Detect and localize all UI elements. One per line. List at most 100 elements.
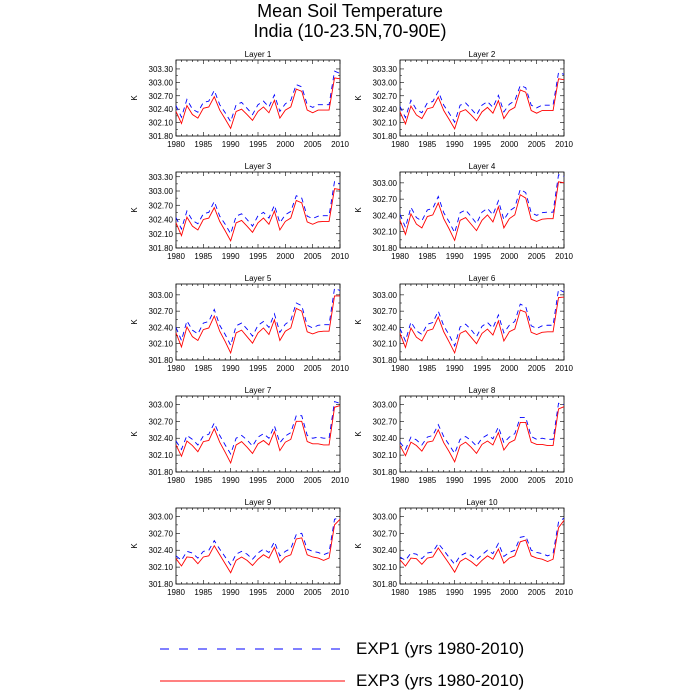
y-tick-label: 303.00 [373,400,398,409]
series-line-exp3 [175,188,341,243]
x-tick-label: 1995 [473,140,491,149]
y-tick-label: 301.80 [149,580,174,589]
y-axis-label: K [130,319,139,325]
series-line-exp3 [399,296,565,355]
y-axis-label: K [354,431,363,437]
y-tick-label: 302.40 [373,105,398,114]
x-tick-label: 1990 [222,252,240,261]
y-tick-label: 301.80 [373,580,398,589]
y-tick-label: 302.10 [149,340,174,349]
x-tick-label: 1985 [194,252,212,261]
x-tick-label: 1985 [418,252,436,261]
x-tick-label: 2000 [500,140,518,149]
x-tick-label: 1995 [249,476,267,485]
x-tick-label: 2010 [555,140,573,149]
x-tick-label: 1980 [391,476,409,485]
plot-frame [399,171,565,249]
plot-frame [399,59,565,137]
x-tick-label: 2010 [555,364,573,373]
series-line-exp3 [399,78,565,130]
series-line-exp3 [175,405,341,465]
series-line-exp3 [175,295,340,355]
series-line-exp1 [399,517,565,566]
y-axis-label: K [130,543,139,549]
x-tick-label: 1980 [167,252,185,261]
y-tick-label: 302.70 [373,195,398,204]
y-tick-label: 301.80 [373,356,398,365]
x-tick-label: 2010 [331,252,349,261]
series-line-exp1 [175,180,341,235]
x-tick-label: 1995 [249,364,267,373]
x-tick-label: 1990 [222,364,240,373]
y-tick-label: 302.70 [373,92,398,101]
y-tick-label: 302.10 [373,563,398,572]
panel-layer-1: Layer 1 1980 1985 1990 1995 2000 2005 2010 301.8… [130,50,349,149]
x-tick-label: 1990 [446,476,464,485]
panel-title: Layer 6 [469,274,496,283]
x-tick-label: 1985 [418,588,436,597]
x-tick-label: 1995 [473,252,491,261]
x-tick-label: 1995 [473,364,491,373]
panel-title: Layer 10 [466,498,498,507]
series-line-exp1 [399,402,565,455]
figure-title-line2: India (10-23.5N,70-90E) [253,21,446,41]
y-tick-label: 302.40 [373,434,398,443]
y-tick-label: 301.80 [373,132,398,141]
legend-label-exp3: EXP3 (yrs 1980-2010) [356,671,524,690]
series-line-exp1 [399,288,565,348]
series-line-exp1 [175,401,341,456]
y-axis-label: K [354,207,363,213]
y-tick-label: 302.10 [149,230,174,239]
y-axis-label: K [130,95,139,101]
y-tick-label: 302.10 [373,451,398,460]
panel-title: Layer 7 [245,386,272,395]
x-tick-label: 2005 [304,476,322,485]
x-tick-label: 1995 [249,588,267,597]
x-tick-label: 2010 [555,588,573,597]
x-tick-label: 1995 [473,476,491,485]
y-tick-label: 301.80 [149,132,174,141]
x-tick-label: 2005 [528,476,546,485]
panel-title: Layer 1 [245,50,272,59]
y-tick-label: 303.00 [149,291,174,300]
x-tick-label: 2010 [555,476,573,485]
series-line-exp3 [399,520,565,574]
x-tick-label: 1985 [418,140,436,149]
series-line-exp1 [175,70,341,123]
y-tick-label: 302.40 [373,323,398,332]
legend-label-exp1: EXP1 (yrs 1980-2010) [356,639,524,658]
y-tick-label: 301.80 [149,468,174,477]
y-tick-label: 303.00 [373,78,398,87]
x-tick-label: 1985 [418,364,436,373]
plot-frame [399,507,565,585]
x-tick-label: 2000 [276,476,294,485]
y-axis-label: K [354,319,363,325]
x-tick-label: 2005 [528,364,546,373]
panel-layer-7: Layer 7 1980 1985 1990 1995 2000 2005 2010 301.8… [130,386,349,485]
x-tick-label: 1985 [194,364,212,373]
y-tick-label: 303.30 [373,65,398,74]
y-tick-label: 302.10 [149,563,174,572]
y-tick-label: 301.80 [149,356,174,365]
figure-title-line1: Mean Soil Temperature [257,1,443,21]
series-line-exp3 [175,77,341,130]
y-tick-label: 302.70 [373,417,398,426]
y-tick-label: 302.70 [373,307,398,316]
series-line-exp3 [399,181,565,242]
y-tick-label: 302.10 [373,119,398,128]
x-tick-label: 1985 [194,588,212,597]
x-tick-label: 1990 [222,140,240,149]
x-tick-label: 2005 [528,588,546,597]
plot-frame [399,395,565,473]
series-line-exp1 [399,174,565,235]
x-tick-label: 2000 [500,252,518,261]
panel-title: Layer 9 [245,498,272,507]
plot-frame [175,283,341,361]
y-tick-label: 302.40 [149,434,174,443]
y-axis-label: K [354,543,363,549]
x-tick-label: 2010 [331,476,349,485]
panel-layer-8: Layer 8 1980 1985 1990 1995 2000 2005 2010 301.8… [354,386,573,485]
x-tick-label: 1990 [446,252,464,261]
x-tick-label: 2000 [500,476,518,485]
